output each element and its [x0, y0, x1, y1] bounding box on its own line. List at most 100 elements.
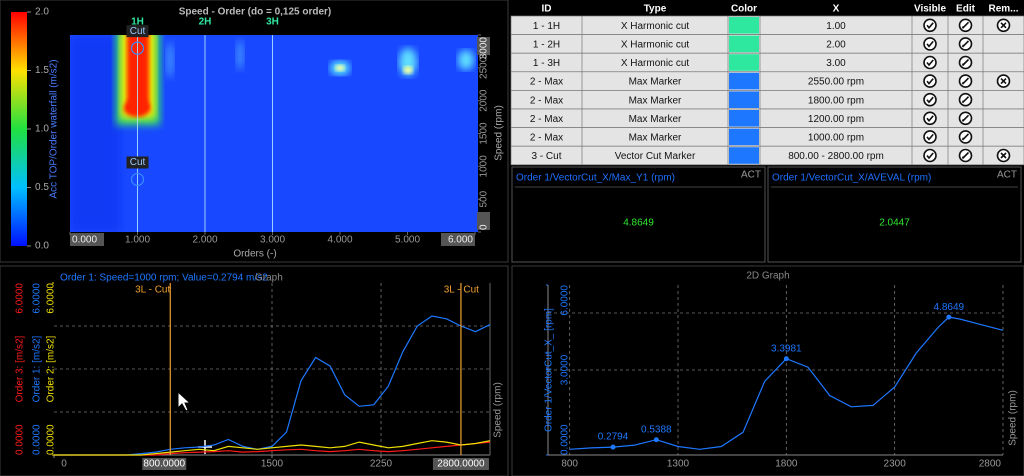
visible-glyph — [926, 59, 934, 67]
visible-glyph — [926, 115, 934, 123]
visible-glyph — [926, 22, 934, 30]
row-color — [729, 110, 759, 127]
visible-icon[interactable] — [923, 37, 937, 51]
marker-point — [946, 314, 952, 320]
row-x: 2550.00 rpm — [808, 77, 864, 88]
cursor-name: 3L - Cut — [135, 285, 170, 296]
table-row — [510, 34, 1024, 54]
x-tick-label: 2300 — [884, 459, 907, 470]
row-color — [729, 72, 759, 90]
y-tick-label: 2000 — [479, 89, 490, 112]
table-row — [510, 127, 1024, 147]
cursor-value-label: 800.0000 — [143, 459, 185, 470]
visible-icon[interactable] — [923, 92, 937, 107]
waterfall-title: Speed - Order (do = 0,125 order) — [179, 7, 332, 18]
y-tick-label: 0.0000 — [15, 424, 26, 455]
series-line — [569, 316, 1004, 450]
marker-point — [610, 444, 616, 450]
edit-glyph — [961, 40, 970, 48]
edit-glyph — [961, 151, 970, 160]
graph-title: 2D Graph — [746, 271, 789, 282]
y-axis-label: Order 1/VectorCut_X_ [rpm] — [544, 308, 555, 432]
harmonic-label: 2H — [199, 17, 212, 28]
table-row — [510, 108, 1024, 128]
marker-label: 0.5388 — [641, 424, 672, 435]
column-header: Color — [731, 4, 757, 15]
display-status: ACT — [997, 170, 1017, 181]
row-x: 1000.00 rpm — [808, 133, 864, 144]
row-x: 1800.00 rpm — [808, 95, 864, 106]
visible-icon[interactable] — [923, 130, 937, 144]
visible-icon[interactable] — [923, 18, 937, 33]
cut-label-box — [126, 25, 149, 38]
visible-icon[interactable] — [923, 111, 937, 126]
y-tick-label: 6.0000 — [15, 283, 26, 314]
visible-glyph — [926, 96, 934, 104]
row-color — [729, 147, 759, 164]
x-tick-label: 1300 — [667, 459, 690, 470]
heatmap — [70, 35, 478, 232]
row-id: 1 - 3H — [533, 58, 560, 69]
y-axis-label: Order 3: [m/s2] — [15, 335, 26, 402]
display-panel — [767, 166, 1022, 263]
y-tick-label: 0.0000 — [46, 424, 57, 455]
visible-icon[interactable] — [923, 148, 937, 163]
cut-marker — [130, 172, 145, 187]
x-tick-box — [70, 233, 104, 246]
x-tick-label: 2800 — [979, 459, 1002, 470]
row-id: 1 - 2H — [533, 40, 560, 51]
column-header: Visible — [914, 4, 946, 15]
y-tick-label: 6.0000 — [32, 283, 43, 314]
x-axis-label: Orders (-) — [233, 249, 276, 260]
visible-glyph — [926, 40, 934, 48]
cut-label: Cut — [130, 26, 146, 37]
marker-label: 4.8649 — [934, 302, 965, 313]
graph-title: Order 1: Speed=1000 rpm; Value=0.2794 m/… — [60, 273, 268, 284]
y-axis-label: Speed (rpm) — [494, 105, 505, 161]
column-header: ID — [542, 4, 552, 15]
marker-label: 0.2794 — [598, 432, 629, 443]
row-id: 2 - Max — [530, 114, 563, 125]
x-tick-label: 2250 — [370, 459, 393, 470]
row-x: 2.00 — [826, 40, 846, 51]
colorbar-tick-label: 2.0 — [35, 7, 49, 18]
x-tick-label: 3.000 — [260, 235, 285, 246]
x-tick-label: 1.000 — [125, 235, 150, 246]
series-line — [54, 440, 491, 456]
y-tick-label: 1000 — [479, 155, 490, 178]
graph-subtitle: Graph — [255, 273, 283, 284]
x-tick-label: 6.000 — [448, 235, 473, 246]
colorbar-tick-label: 0.0 — [35, 241, 49, 252]
row-id: 1 - 1H — [533, 21, 560, 32]
graph-panel — [0, 265, 509, 476]
y-tick-box — [477, 212, 490, 230]
row-type: Vector Cut Marker — [615, 151, 696, 162]
colorbar — [11, 12, 27, 246]
visible-icon[interactable] — [923, 74, 937, 88]
x-tick-box — [441, 233, 475, 246]
y-axis-label: Order 2: [m/s2] — [46, 335, 57, 402]
y-tick-label: 500 — [479, 190, 490, 207]
row-x: 1.00 — [826, 21, 846, 32]
column-header: X — [833, 4, 840, 15]
marker-point — [783, 356, 789, 362]
display-title: Order 1/VectorCut_X/AVEVAL (rpm) — [772, 173, 931, 184]
cut-marker — [130, 41, 145, 55]
table-row — [510, 71, 1024, 91]
y-tick-label: 2500 — [479, 56, 490, 79]
display-panel — [511, 166, 766, 263]
cursor-name: 3L - Cut — [444, 285, 479, 296]
y-tick-label: 3.0000 — [560, 354, 571, 385]
visible-icon[interactable] — [923, 55, 937, 70]
edit-glyph — [961, 21, 970, 29]
row-color — [729, 54, 759, 71]
visible-glyph — [926, 152, 934, 160]
visible-glyph — [926, 133, 934, 141]
y-axis-label: Order 1: [m/s2] — [32, 335, 43, 402]
x-tick-label: 0 — [61, 459, 67, 470]
harmonic-label: 1H — [131, 17, 144, 28]
display-status: ACT — [741, 170, 761, 181]
table-row — [510, 90, 1024, 110]
mouse-pointer — [177, 390, 192, 412]
